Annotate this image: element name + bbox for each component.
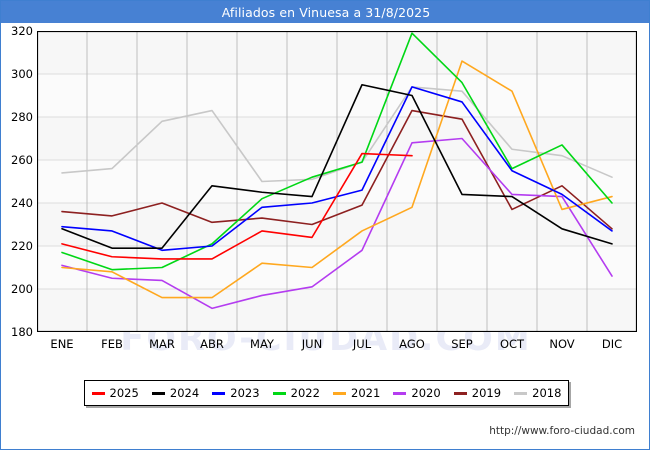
- series-line-2021: [61, 60, 613, 299]
- plot-frame: [37, 31, 637, 332]
- legend-swatch-icon: [393, 391, 407, 395]
- y-tick-label: 220: [11, 239, 33, 253]
- series-line-2024: [61, 83, 613, 249]
- legend-label: 2025: [109, 386, 139, 400]
- x-tick-label: OCT: [499, 337, 525, 351]
- series-line-2025: [61, 152, 413, 260]
- x-tick-label: ENE: [50, 337, 74, 351]
- series-line-2020: [61, 137, 613, 310]
- x-tick-label: DIC: [601, 337, 623, 351]
- legend-label: 2024: [169, 386, 200, 400]
- legend-swatch-icon: [272, 391, 286, 395]
- x-tick-label: JUL: [352, 337, 372, 351]
- legend-item-2025[interactable]: 2025: [91, 386, 139, 400]
- legend-label: 2018: [532, 386, 562, 400]
- legend-label: 2019: [471, 386, 502, 400]
- legend-label: 2022: [290, 386, 320, 400]
- y-tick-label: 320: [11, 24, 33, 38]
- series-line-2022: [61, 32, 613, 271]
- x-tick-label: AGO: [399, 337, 425, 351]
- y-tick-label: 180: [11, 325, 33, 339]
- x-tick-label: JUN: [301, 337, 323, 351]
- y-tick-label: 260: [11, 153, 33, 167]
- legend-label: 2020: [411, 386, 441, 400]
- page-title: Afiliados en Vinuesa a 31/8/2025: [221, 4, 431, 20]
- x-tick-label: FEB: [101, 337, 123, 351]
- legend-item-2023[interactable]: 2023: [212, 386, 260, 400]
- legend-swatch-icon: [514, 391, 528, 395]
- x-tick-label: MAY: [250, 337, 274, 351]
- y-axis-labels: 180 200 220 240 260 280 300 320: [1, 24, 33, 339]
- series-line-2018: [61, 86, 613, 183]
- legend-swatch-icon: [212, 391, 226, 395]
- x-tick-label: NOV: [549, 337, 575, 351]
- y-tick-label: 240: [11, 196, 33, 210]
- series-line-2019: [61, 109, 613, 230]
- legend-label: 2023: [230, 386, 260, 400]
- x-tick-label: MAR: [149, 337, 175, 351]
- legend-item-2020[interactable]: 2020: [393, 386, 441, 400]
- title-bar: Afiliados en Vinuesa a 31/8/2025: [1, 1, 649, 23]
- line-chart-svg: [37, 31, 637, 332]
- legend-swatch-icon: [333, 391, 347, 395]
- legend-swatch-icon: [91, 391, 105, 395]
- legend-label: 2021: [351, 386, 381, 400]
- y-tick-label: 280: [11, 110, 33, 124]
- source-url: http://www.foro-ciudad.com: [489, 425, 635, 437]
- x-tick-label: SEP: [451, 337, 473, 351]
- legend-item-2018[interactable]: 2018: [514, 386, 561, 400]
- legend-item-2022[interactable]: 2022: [272, 386, 320, 400]
- chart-legend: 2025 2024 2023 2022 2021 2020 2019 2018: [84, 380, 569, 406]
- x-axis-labels: ENE FEB MAR ABR MAY JUN JUL AGO SEP OCT NOV DIC: [37, 337, 637, 355]
- y-tick-label: 300: [11, 67, 33, 81]
- plot-area: [37, 31, 637, 332]
- legend-item-2019[interactable]: 2019: [453, 386, 502, 400]
- legend-swatch-icon: [151, 391, 165, 395]
- legend-item-2024[interactable]: 2024: [151, 386, 200, 400]
- x-tick-label: ABR: [200, 337, 224, 351]
- legend-swatch-icon: [453, 391, 467, 395]
- legend-item-2021[interactable]: 2021: [333, 386, 380, 400]
- y-tick-label: 200: [11, 282, 33, 296]
